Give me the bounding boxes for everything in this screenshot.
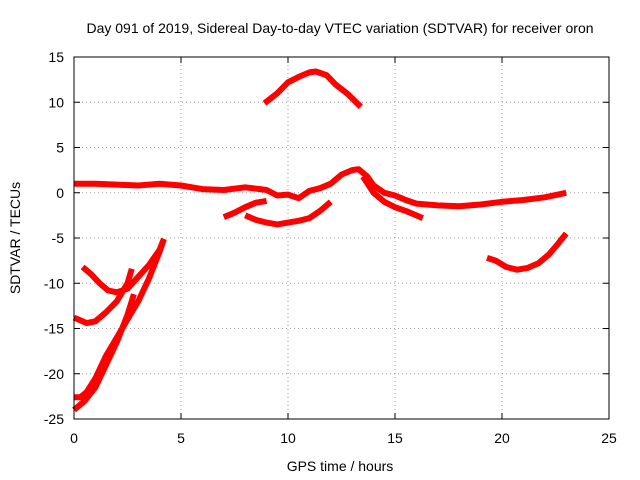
x-tick-label: 10 xyxy=(280,430,296,446)
chart-title: Day 091 of 2019, Sidereal Day-to-day VTE… xyxy=(86,20,593,36)
y-tick-label: -5 xyxy=(52,230,65,246)
series-line-arc-h xyxy=(80,237,167,296)
series-line-arc-c xyxy=(222,197,268,220)
x-axis-title: GPS time / hours xyxy=(287,458,394,474)
y-tick-label: 0 xyxy=(56,185,64,201)
data-series xyxy=(72,68,569,413)
y-tick-label: -10 xyxy=(44,275,64,291)
series-line-arc-e xyxy=(360,174,424,221)
x-tick-label: 15 xyxy=(387,430,403,446)
y-tick-label: -25 xyxy=(44,411,64,427)
y-axis-title: SDTVAR / TECUs xyxy=(7,182,23,294)
y-tick-label: 10 xyxy=(48,94,64,110)
y-tick-label: 5 xyxy=(56,140,64,156)
x-tick-label: 20 xyxy=(494,430,510,446)
series-line-arc-j xyxy=(486,231,569,273)
series-line-arc-g xyxy=(72,267,135,327)
x-tick-label: 25 xyxy=(601,430,617,446)
x-tick-label: 0 xyxy=(70,430,78,446)
y-tick-label: -20 xyxy=(44,366,64,382)
series-line-arc-b xyxy=(262,68,363,109)
x-tick-label: 5 xyxy=(177,430,185,446)
y-tick-label: -15 xyxy=(44,321,64,337)
axis-ticks: 0 5 10 15 20 25 -25 -20 -15 -10 -5 0 5 10 15 xyxy=(44,49,617,446)
y-tick-label: 15 xyxy=(48,49,64,65)
grid xyxy=(74,57,609,419)
series-line-arc-d xyxy=(244,199,333,228)
series-line-arc-i xyxy=(72,293,137,413)
series-line-arc-a xyxy=(74,166,567,210)
